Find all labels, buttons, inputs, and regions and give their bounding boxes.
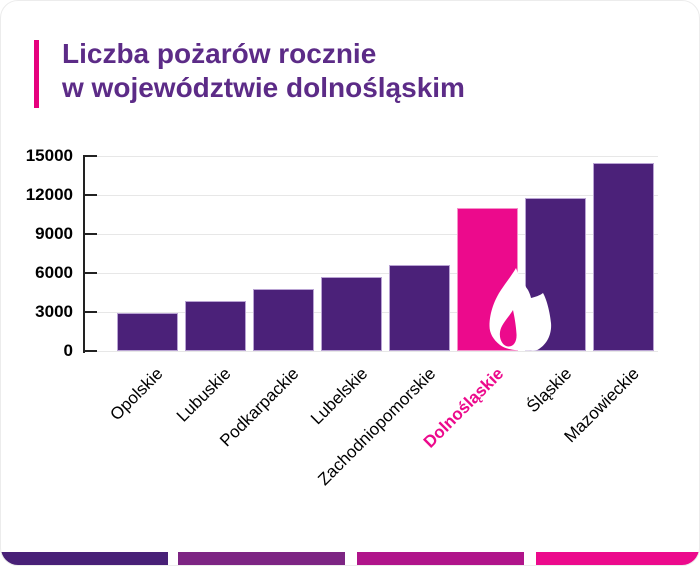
footer-strip-segment-4: [536, 552, 699, 565]
x-tick-label: Zachodniopomorskie: [313, 364, 439, 490]
y-tick-label: 6000: [35, 263, 73, 282]
y-tick-label: 12000: [25, 185, 73, 204]
y-tick-label: 0: [63, 341, 73, 360]
y-gridline: [85, 155, 658, 157]
flame-icon: [489, 268, 552, 351]
bar-mazowieckie: [593, 162, 654, 351]
chart-title-line2: w województwie dolnośląskim: [62, 72, 465, 103]
chart-title: Liczba pożarów rocznie w województwie dol…: [62, 37, 465, 105]
y-axis-tick: [85, 272, 97, 274]
y-gridline: [85, 350, 658, 352]
y-tick-label: 3000: [35, 302, 73, 321]
footer-strip-segment-3: [357, 552, 524, 565]
y-tick-label: 9000: [35, 224, 73, 243]
y-tick-label: 15000: [25, 146, 73, 165]
y-axis-line: [83, 155, 85, 353]
x-tick-label: Lubuskie: [173, 364, 235, 426]
bar-lubelskie: [321, 276, 382, 351]
chart-title-line1: Liczba pożarów rocznie: [62, 38, 377, 69]
bar-podkarpackie: [253, 288, 314, 351]
bar-opolskie: [117, 312, 178, 351]
y-axis-tick: [85, 194, 97, 196]
x-tick-label: Opolskie: [106, 364, 167, 425]
title-accent-bar: [34, 40, 39, 108]
x-tick-label: Śląskie: [522, 364, 575, 417]
bar-lubuskie: [185, 300, 246, 351]
y-gridline: [85, 233, 658, 235]
y-axis-tick: [85, 350, 97, 352]
bar-zachodniopomorskie: [389, 265, 450, 351]
x-tick-label: Lubelskie: [306, 364, 371, 429]
y-axis-tick: [85, 155, 97, 157]
footer-strip-segment-2: [178, 552, 345, 565]
y-axis-tick: [85, 311, 97, 313]
y-axis-tick: [85, 233, 97, 235]
y-gridline: [85, 272, 658, 274]
y-gridline: [85, 194, 658, 196]
footer-strip-segment-1: [1, 552, 168, 565]
